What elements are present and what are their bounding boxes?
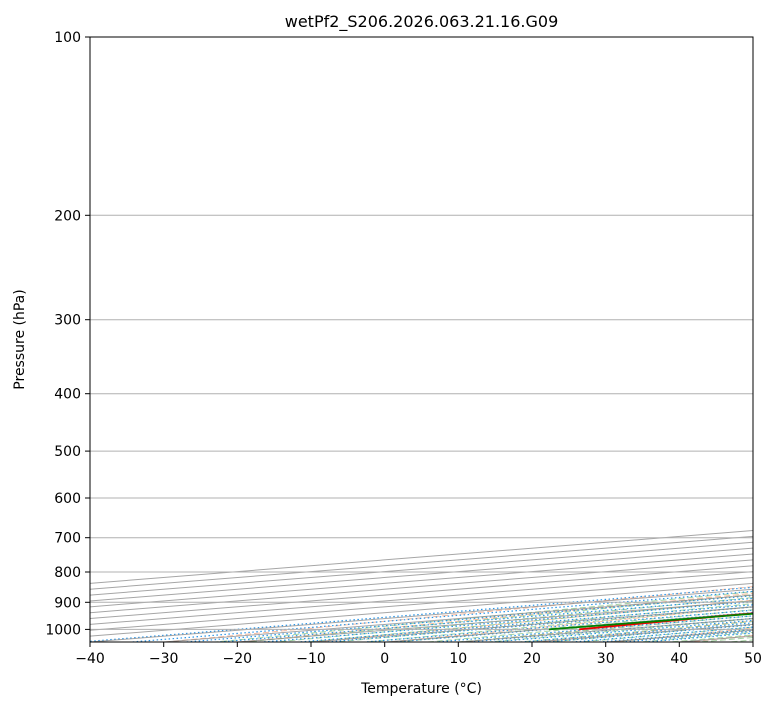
y-tick-label: 700 [54,531,81,547]
y-tick-label: 800 [54,565,81,581]
y-tick-label: 400 [54,387,81,403]
x-tick-label: 30 [597,651,615,667]
x-tick-label: −40 [75,651,105,667]
isotherm-line [90,530,753,584]
y-tick-label: 600 [54,491,81,507]
y-tick-label: 900 [54,595,81,611]
y-tick-label: 100 [54,30,81,46]
isotherm-line [90,541,753,596]
x-tick-label: −10 [296,651,326,667]
y-tick-label: 300 [54,313,81,329]
x-tick-label: 10 [449,651,467,667]
x-axis-title: Temperature (°C) [360,681,482,697]
moist-adiabat-line [360,606,753,642]
isotherm-line [90,535,753,590]
x-tick-label: 40 [670,651,688,667]
axes: −40 −30 −20 −10 0 10 20 30 40 50 100 200 300 400 500 60… [45,30,762,667]
chart-title: wetPf2_S206.2026.063.21.16.G09 [285,12,559,32]
y-tick-label: 200 [54,208,81,224]
y-axis-title: Pressure (hPa) [12,289,28,389]
y-tick-label: 1000 [45,622,81,638]
x-tick-label: −20 [223,651,253,667]
x-tick-label: 50 [744,651,762,667]
x-tick-label: −30 [149,651,179,667]
pressure-gridlines [90,37,753,630]
x-tick-label: 0 [380,651,389,667]
moist-adiabat-line [239,594,753,642]
isotherm-line [90,547,753,602]
dry-adiabat-line [159,586,753,642]
y-tick-label: 500 [54,444,81,460]
plot-frame [89,36,754,643]
x-tick-label: 20 [523,651,541,667]
